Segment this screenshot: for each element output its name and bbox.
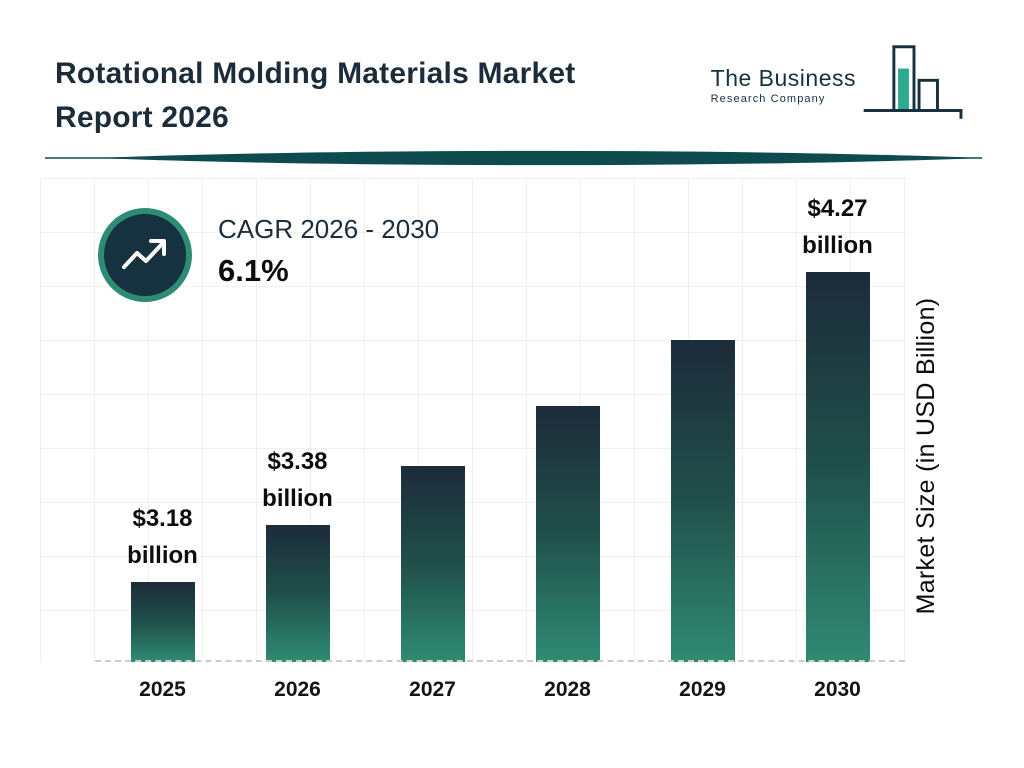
x-axis-label-2028: 2028 [544, 678, 591, 701]
bar-value-label-2025: $3.18 billion [127, 504, 198, 569]
bars-row: $3.18 billion $3.38 billion $4.27 billion [95, 180, 905, 662]
bar-value-label-2030: $4.27 billion [802, 194, 873, 259]
bar-column-2025: $3.18 billion [95, 180, 230, 662]
cagr-label: CAGR 2026 - 2030 [218, 214, 440, 244]
x-axis-label-2030: 2030 [814, 678, 861, 701]
bar-2028 [535, 406, 600, 662]
bar-2027 [400, 466, 465, 662]
x-axis-label-2027: 2027 [409, 678, 456, 701]
x-axis-label-2025: 2025 [139, 678, 186, 701]
bar-chart: $3.18 billion $3.38 billion $4.27 billion [95, 180, 905, 662]
page-title-line1: Rotational Molding Materials Market [55, 57, 576, 90]
cagr-badge: CAGR 2026 - 2030 6.1% [98, 208, 439, 302]
bar-value-label-2026: $3.38 billion [262, 447, 333, 512]
bar-column-2028 [500, 180, 635, 662]
bar-2029 [670, 340, 735, 662]
cagr-text: CAGR 2026 - 2030 6.1% [218, 208, 439, 289]
cagr-value: 6.1% [218, 253, 289, 288]
bar-2030 [805, 272, 870, 662]
x-axis-baseline [95, 660, 905, 662]
bar-column-2027 [365, 180, 500, 662]
bar-chart-logo-icon [862, 42, 966, 127]
bar-column-2030: $4.27 billion [770, 180, 905, 662]
bar-2025 [130, 582, 195, 662]
x-axis-labels: 2025 2026 2027 2028 2029 2030 [95, 678, 905, 702]
company-logo-text: The Business Research Company [711, 65, 856, 105]
x-axis-label-2029: 2029 [679, 678, 726, 701]
company-logo: The Business Research Company [711, 42, 966, 127]
trend-up-arrow-icon [98, 208, 192, 302]
divider [0, 150, 1024, 166]
page-title: Rotational Molding Materials Market Repo… [55, 52, 575, 139]
bar-2026 [265, 525, 330, 662]
y-axis-label: Market Size (in USD Billion) [912, 297, 940, 615]
x-axis-label-2026: 2026 [274, 678, 321, 701]
bar-column-2029 [635, 180, 770, 662]
company-subtitle: Research Company [710, 92, 826, 105]
company-name: The Business [710, 64, 856, 91]
page-title-line2: Report 2026 [55, 100, 229, 134]
bar-column-2026: $3.38 billion [230, 180, 365, 662]
